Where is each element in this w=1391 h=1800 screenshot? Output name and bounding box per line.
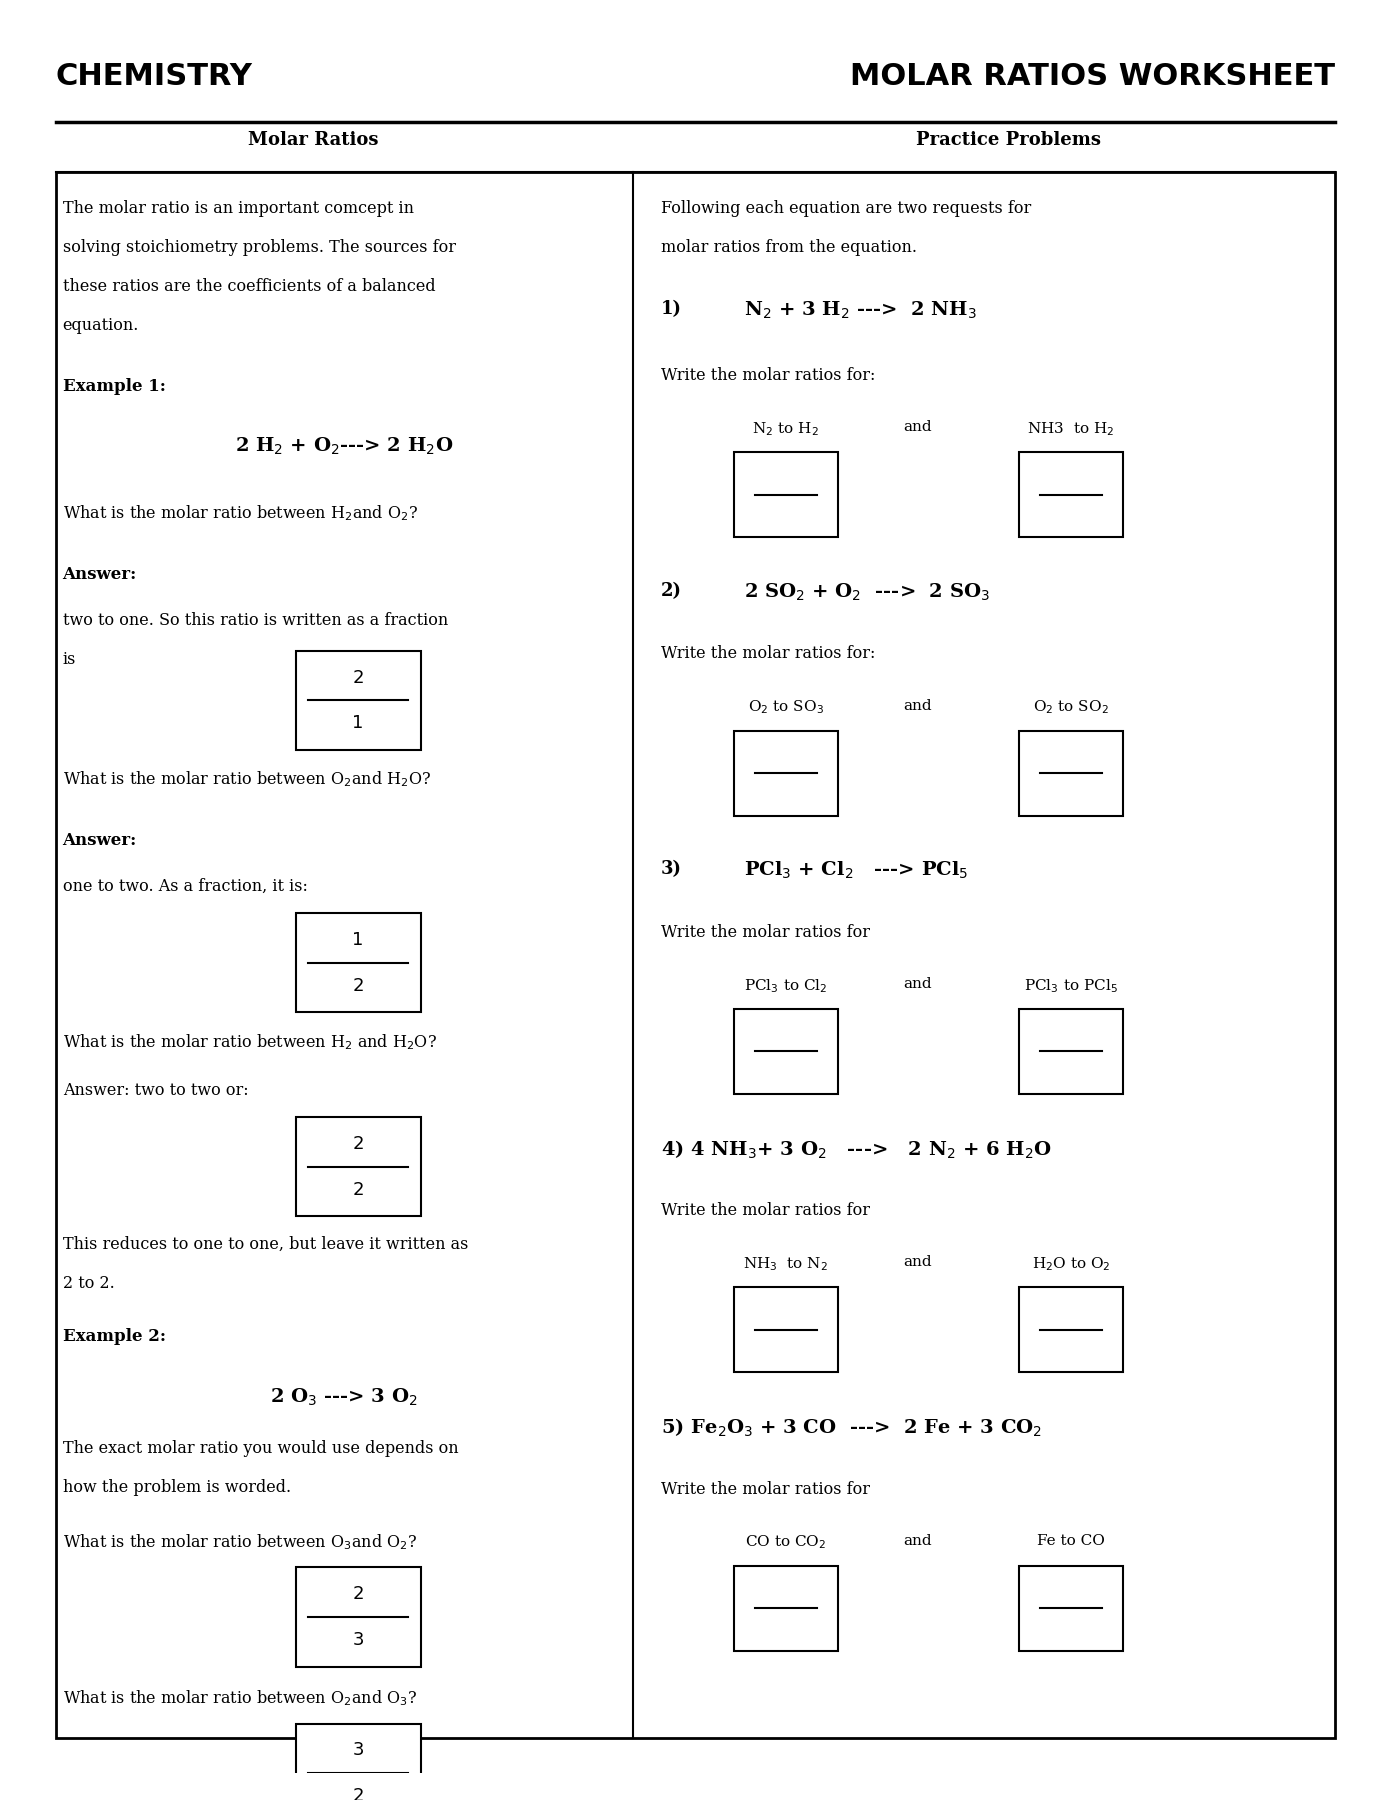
- Text: Practice Problems: Practice Problems: [917, 131, 1100, 149]
- FancyBboxPatch shape: [295, 913, 420, 1012]
- Text: The exact molar ratio you would use depends on: The exact molar ratio you would use depe…: [63, 1440, 458, 1456]
- Text: 2: 2: [352, 1181, 364, 1199]
- FancyBboxPatch shape: [1018, 452, 1124, 536]
- Text: 5) Fe$_2$O$_3$ + 3 CO  --->  2 Fe + 3 CO$_2$: 5) Fe$_2$O$_3$ + 3 CO ---> 2 Fe + 3 CO$_…: [661, 1417, 1042, 1438]
- Text: CHEMISTRY: CHEMISTRY: [56, 61, 253, 92]
- Text: is: is: [63, 652, 77, 668]
- Text: 3: 3: [352, 1741, 364, 1759]
- Text: MOLAR RATIOS WORKSHEET: MOLAR RATIOS WORKSHEET: [850, 61, 1335, 92]
- FancyBboxPatch shape: [1018, 731, 1124, 815]
- Text: CO to CO$_2$: CO to CO$_2$: [746, 1534, 826, 1552]
- Text: PCl$_3$ + Cl$_2$   ---> PCl$_5$: PCl$_3$ + Cl$_2$ ---> PCl$_5$: [744, 860, 968, 882]
- FancyBboxPatch shape: [734, 1566, 837, 1651]
- Text: O$_2$ to SO$_3$: O$_2$ to SO$_3$: [748, 698, 823, 716]
- Text: 3): 3): [661, 860, 682, 878]
- Text: PCl$_3$ to PCl$_5$: PCl$_3$ to PCl$_5$: [1024, 977, 1118, 995]
- Text: 2: 2: [352, 977, 364, 995]
- Text: Write the molar ratios for: Write the molar ratios for: [661, 1481, 869, 1498]
- Text: equation.: equation.: [63, 317, 139, 335]
- Text: 2: 2: [352, 1586, 364, 1604]
- FancyBboxPatch shape: [734, 731, 837, 815]
- Text: Fe to CO: Fe to CO: [1038, 1534, 1104, 1548]
- Text: N$_2$ to H$_2$: N$_2$ to H$_2$: [753, 419, 819, 437]
- FancyBboxPatch shape: [295, 1724, 420, 1800]
- Text: molar ratios from the equation.: molar ratios from the equation.: [661, 239, 917, 256]
- Text: This reduces to one to one, but leave it written as: This reduces to one to one, but leave it…: [63, 1237, 467, 1253]
- Text: O$_2$ to SO$_2$: O$_2$ to SO$_2$: [1034, 698, 1109, 716]
- FancyBboxPatch shape: [1018, 1010, 1124, 1094]
- Text: NH$_3$  to N$_2$: NH$_3$ to N$_2$: [743, 1255, 829, 1273]
- FancyBboxPatch shape: [734, 1010, 837, 1094]
- Text: these ratios are the coefficients of a balanced: these ratios are the coefficients of a b…: [63, 279, 435, 295]
- Text: Answer: two to two or:: Answer: two to two or:: [63, 1082, 248, 1098]
- Text: solving stoichiometry problems. The sources for: solving stoichiometry problems. The sour…: [63, 239, 456, 256]
- Text: Write the molar ratios for:: Write the molar ratios for:: [661, 646, 875, 662]
- Text: two to one. So this ratio is written as a fraction: two to one. So this ratio is written as …: [63, 612, 448, 628]
- Text: 4) 4 NH$_3$+ 3 O$_2$   --->   2 N$_2$ + 6 H$_2$O: 4) 4 NH$_3$+ 3 O$_2$ ---> 2 N$_2$ + 6 H$…: [661, 1138, 1052, 1161]
- Text: 2: 2: [352, 1787, 364, 1800]
- Text: What is the molar ratio between O$_2$and H$_2$O?: What is the molar ratio between O$_2$and…: [63, 770, 431, 788]
- Text: What is the molar ratio between H$_2$and O$_2$?: What is the molar ratio between H$_2$and…: [63, 504, 417, 524]
- Text: how the problem is worded.: how the problem is worded.: [63, 1480, 291, 1496]
- Text: Write the molar ratios for: Write the molar ratios for: [661, 923, 869, 941]
- FancyBboxPatch shape: [1018, 1566, 1124, 1651]
- Text: Molar Ratios: Molar Ratios: [248, 131, 378, 149]
- Text: and: and: [904, 1534, 932, 1548]
- Text: 2: 2: [352, 668, 364, 686]
- Text: 2 H$_2$ + O$_2$---> 2 H$_2$O: 2 H$_2$ + O$_2$---> 2 H$_2$O: [235, 436, 453, 457]
- Text: 3: 3: [352, 1631, 364, 1649]
- FancyBboxPatch shape: [295, 1118, 420, 1217]
- Text: and: and: [904, 1255, 932, 1269]
- FancyBboxPatch shape: [295, 1568, 420, 1667]
- Text: N$_2$ + 3 H$_2$ --->  2 NH$_3$: N$_2$ + 3 H$_2$ ---> 2 NH$_3$: [744, 299, 976, 320]
- Text: What is the molar ratio between O$_3$and O$_2$?: What is the molar ratio between O$_3$and…: [63, 1532, 417, 1552]
- Text: 1): 1): [661, 299, 682, 317]
- Text: 2): 2): [661, 581, 682, 599]
- Text: 2 to 2.: 2 to 2.: [63, 1274, 114, 1292]
- Text: Answer:: Answer:: [63, 832, 136, 848]
- FancyBboxPatch shape: [1018, 1287, 1124, 1372]
- Text: 2 SO$_2$ + O$_2$  --->  2 SO$_3$: 2 SO$_2$ + O$_2$ ---> 2 SO$_3$: [744, 581, 990, 603]
- Text: and: and: [904, 698, 932, 713]
- Text: NH3  to H$_2$: NH3 to H$_2$: [1028, 419, 1114, 437]
- Text: What is the molar ratio between O$_2$and O$_3$?: What is the molar ratio between O$_2$and…: [63, 1688, 417, 1708]
- Text: 1: 1: [352, 931, 364, 949]
- Text: one to two. As a fraction, it is:: one to two. As a fraction, it is:: [63, 878, 307, 895]
- Text: 2 O$_3$ ---> 3 O$_2$: 2 O$_3$ ---> 3 O$_2$: [270, 1386, 419, 1408]
- Text: Write the molar ratios for:: Write the molar ratios for:: [661, 367, 875, 383]
- Text: Example 2:: Example 2:: [63, 1328, 166, 1345]
- Text: Following each equation are two requests for: Following each equation are two requests…: [661, 200, 1031, 218]
- Text: Answer:: Answer:: [63, 565, 136, 583]
- Text: PCl$_3$ to Cl$_2$: PCl$_3$ to Cl$_2$: [744, 977, 828, 995]
- Text: and: and: [904, 419, 932, 434]
- Text: What is the molar ratio between H$_2$ and H$_2$O?: What is the molar ratio between H$_2$ an…: [63, 1031, 437, 1051]
- Text: 1: 1: [352, 715, 364, 733]
- Text: and: and: [904, 977, 932, 992]
- Text: H$_2$O to O$_2$: H$_2$O to O$_2$: [1032, 1255, 1110, 1273]
- Text: The molar ratio is an important comcept in: The molar ratio is an important comcept …: [63, 200, 413, 218]
- Text: Write the molar ratios for: Write the molar ratios for: [661, 1202, 869, 1219]
- FancyBboxPatch shape: [734, 1287, 837, 1372]
- FancyBboxPatch shape: [734, 452, 837, 536]
- Text: Example 1:: Example 1:: [63, 378, 166, 394]
- Text: 2: 2: [352, 1134, 364, 1152]
- FancyBboxPatch shape: [295, 652, 420, 751]
